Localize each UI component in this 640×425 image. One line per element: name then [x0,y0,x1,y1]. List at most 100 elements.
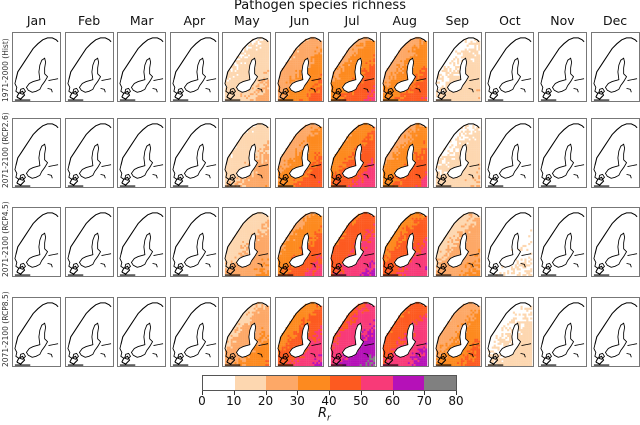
richness-cell [425,136,428,139]
richness-cell [240,165,243,168]
richness-cell [419,124,422,127]
baltic-sea-outline [183,143,206,179]
richness-cell [281,89,284,92]
richness-cell [355,42,358,45]
richness-cell [423,87,426,90]
richness-cell [287,171,290,174]
richness-cell [390,83,393,86]
richness-cell [318,75,321,78]
richness-cell [366,40,370,43]
richness-cell [386,169,390,172]
richness-cell [257,144,261,147]
richness-cell [421,150,424,153]
richness-cell [293,142,296,145]
richness-cell [248,77,251,80]
richness-cell [415,161,418,164]
richness-cell [302,48,305,51]
richness-cell [318,165,321,168]
richness-cell [363,54,366,57]
richness-cell [468,73,471,76]
richness-cell [421,99,424,101]
richness-cell [388,95,391,98]
richness-cell [476,140,479,143]
richness-cell [357,142,360,145]
richness-cell [472,146,475,149]
richness-cell [411,138,414,141]
richness-cell [295,179,298,182]
richness-cell [300,60,304,63]
richness-cell [246,161,249,164]
richness-cell [349,93,352,96]
richness-cell [477,54,481,57]
richness-cell [425,179,428,182]
richness-cell [468,42,471,45]
richness-cell [472,69,475,73]
richness-cell [300,163,304,166]
richness-cell [413,40,416,43]
richness-cell [304,134,307,137]
richness-cell [246,52,249,55]
richness-cell [261,67,264,71]
richness-cell [409,99,413,101]
richness-cell [361,159,364,162]
richness-cell [392,75,395,78]
richness-cell [291,148,294,151]
richness-cell [454,93,458,96]
richness-cell [257,67,261,71]
richness-cell [263,155,266,159]
richness-cell [406,42,409,45]
richness-cell [256,62,259,65]
richness-cell [454,67,458,71]
richness-cell [306,167,309,170]
richness-cell [332,169,335,172]
richness-cell [231,165,234,168]
richness-cell [314,134,317,137]
richness-cell [295,163,298,166]
richness-cell [302,91,305,94]
richness-cell [289,75,292,78]
baltic-sea-outline [25,143,49,179]
richness-cell [338,150,341,153]
richness-cell [291,75,294,78]
richness-cell [238,71,241,74]
richness-cell [295,56,298,59]
richness-cell [411,124,414,127]
richness-cell [477,75,481,78]
richness-cell [443,97,446,100]
richness-cell [477,66,481,69]
richness-cell [234,169,238,172]
richness-cell [242,138,245,141]
richness-cell [370,148,373,151]
richness-cell [398,159,401,162]
richness-cell [306,87,309,90]
richness-cell [261,144,264,147]
richness-cell [342,91,345,94]
richness-cell [293,71,296,74]
richness-cell [388,167,391,170]
richness-cell [466,150,469,153]
richness-cell [361,169,364,172]
richness-cell [236,163,239,166]
richness-cell [318,56,321,59]
richness-cell [408,93,411,96]
richness-cell [392,155,395,159]
richness-cell [408,89,411,92]
richness-cell [281,163,284,166]
richness-cell [394,81,397,84]
richness-cell [254,128,257,131]
richness-cell [256,91,259,94]
richness-cell [451,152,454,155]
richness-cell [312,177,315,180]
richness-cell [368,161,371,164]
richness-cell [347,155,350,159]
richness-cell [318,50,321,53]
richness-cell [343,144,347,147]
richness-cell [368,144,371,147]
richness-cell [316,165,319,168]
richness-cell [366,83,370,86]
richness-cell [299,177,302,180]
richness-cell [334,73,337,76]
richness-cell [302,87,305,90]
richness-cell [363,89,366,92]
richness-cell [351,132,354,135]
